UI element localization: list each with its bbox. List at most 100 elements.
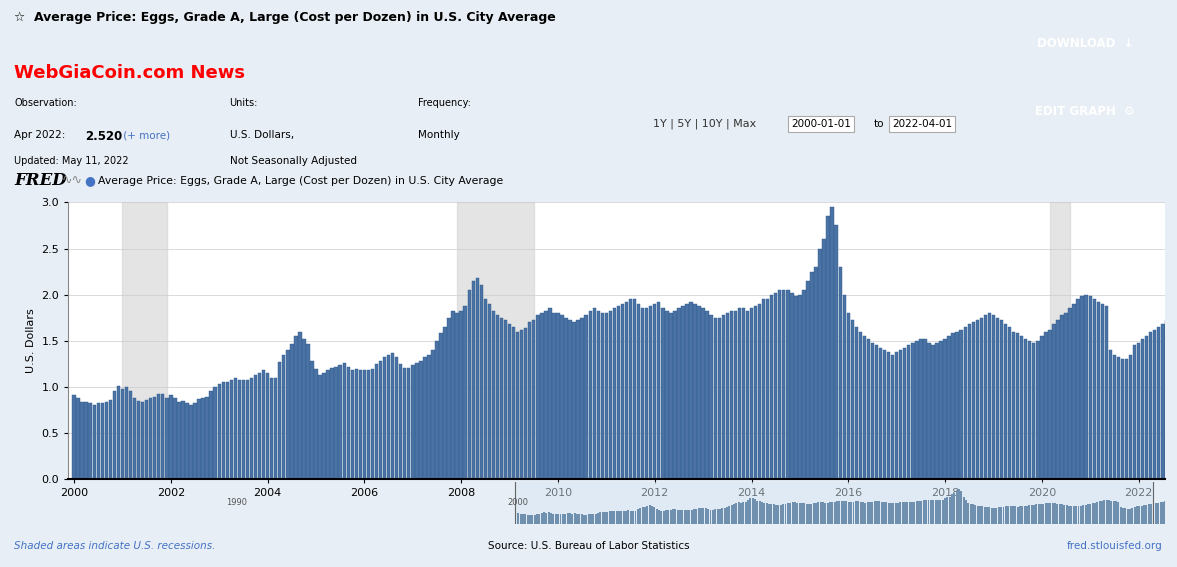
Bar <box>145 400 148 479</box>
Bar <box>524 514 526 524</box>
Bar <box>620 304 624 479</box>
Bar <box>823 239 826 479</box>
Bar <box>311 361 314 479</box>
Bar <box>742 308 745 479</box>
Text: Units:: Units: <box>230 99 258 108</box>
Bar <box>984 315 988 479</box>
Bar <box>1005 506 1006 524</box>
Bar <box>883 502 885 524</box>
Bar <box>1022 506 1023 524</box>
Bar <box>403 369 406 479</box>
Bar <box>710 510 711 524</box>
Bar <box>1169 318 1172 479</box>
Bar <box>363 370 366 479</box>
Bar <box>1098 501 1100 524</box>
Bar <box>999 320 1003 479</box>
Bar <box>1040 336 1044 479</box>
Bar <box>971 322 975 479</box>
Bar <box>1155 503 1157 524</box>
Bar <box>946 497 949 524</box>
Bar <box>133 398 137 479</box>
Bar <box>455 313 459 479</box>
Bar <box>859 332 862 479</box>
Bar <box>294 336 298 479</box>
Bar <box>487 304 491 479</box>
Bar <box>979 318 983 479</box>
Text: Shaded areas indicate U.S. recessions.: Shaded areas indicate U.S. recessions. <box>14 541 215 551</box>
Text: 2022-04-01: 2022-04-01 <box>892 119 952 129</box>
Bar <box>1082 505 1084 524</box>
Bar <box>764 503 765 524</box>
Bar <box>604 511 606 524</box>
Bar <box>923 339 926 479</box>
Bar <box>572 322 576 479</box>
Bar <box>1157 502 1159 524</box>
Bar <box>939 500 942 524</box>
Bar <box>592 514 594 524</box>
Bar <box>1003 507 1004 524</box>
Bar <box>927 500 930 524</box>
Bar <box>564 318 567 479</box>
Bar <box>592 308 596 479</box>
Bar <box>845 501 847 524</box>
Bar <box>653 304 657 479</box>
Bar <box>670 510 672 524</box>
Bar <box>986 507 988 524</box>
Bar <box>1020 336 1023 479</box>
Bar <box>989 507 990 524</box>
Bar <box>951 333 955 479</box>
Bar <box>984 507 985 524</box>
Bar <box>876 501 878 524</box>
Bar <box>564 514 566 524</box>
Bar <box>722 315 725 479</box>
Bar <box>1145 336 1149 479</box>
Bar <box>599 513 601 524</box>
Bar <box>710 315 713 479</box>
Bar <box>1038 504 1039 524</box>
Bar <box>1066 505 1068 524</box>
Bar <box>407 369 411 479</box>
Bar <box>1117 502 1119 524</box>
Bar <box>1131 508 1133 524</box>
Bar <box>520 329 524 479</box>
Bar <box>843 295 846 479</box>
Bar <box>762 299 765 479</box>
Text: U.S. Dollars,: U.S. Dollars, <box>230 130 293 140</box>
Text: 2000: 2000 <box>507 498 528 507</box>
Bar <box>322 373 326 479</box>
Bar <box>646 506 649 524</box>
Bar <box>641 308 644 479</box>
Bar <box>1072 304 1076 479</box>
Text: 1Y | 5Y | 10Y | Max: 1Y | 5Y | 10Y | Max <box>653 119 757 129</box>
Bar <box>314 369 318 479</box>
Text: to: to <box>873 119 884 129</box>
Bar <box>439 333 443 479</box>
Bar <box>1064 313 1068 479</box>
Bar <box>725 313 729 479</box>
Bar <box>557 313 560 479</box>
Bar <box>1148 505 1150 524</box>
Bar <box>627 510 630 524</box>
Bar <box>674 509 677 524</box>
Bar <box>740 502 742 524</box>
Bar <box>533 514 536 524</box>
Bar <box>970 503 972 524</box>
Bar <box>729 506 730 524</box>
Bar <box>583 514 585 524</box>
Bar <box>738 502 739 524</box>
Bar <box>121 389 125 479</box>
Bar <box>733 311 737 479</box>
Bar <box>447 318 451 479</box>
Bar <box>977 506 979 524</box>
Bar <box>667 510 670 524</box>
Text: Monthly: Monthly <box>418 130 459 140</box>
Bar <box>869 502 871 524</box>
Bar <box>93 405 97 479</box>
Bar <box>851 320 855 479</box>
Bar <box>1171 494 1173 524</box>
Bar <box>902 502 904 524</box>
Bar <box>1016 333 1019 479</box>
Bar <box>822 502 824 524</box>
Bar <box>613 308 616 479</box>
Bar <box>907 345 911 479</box>
